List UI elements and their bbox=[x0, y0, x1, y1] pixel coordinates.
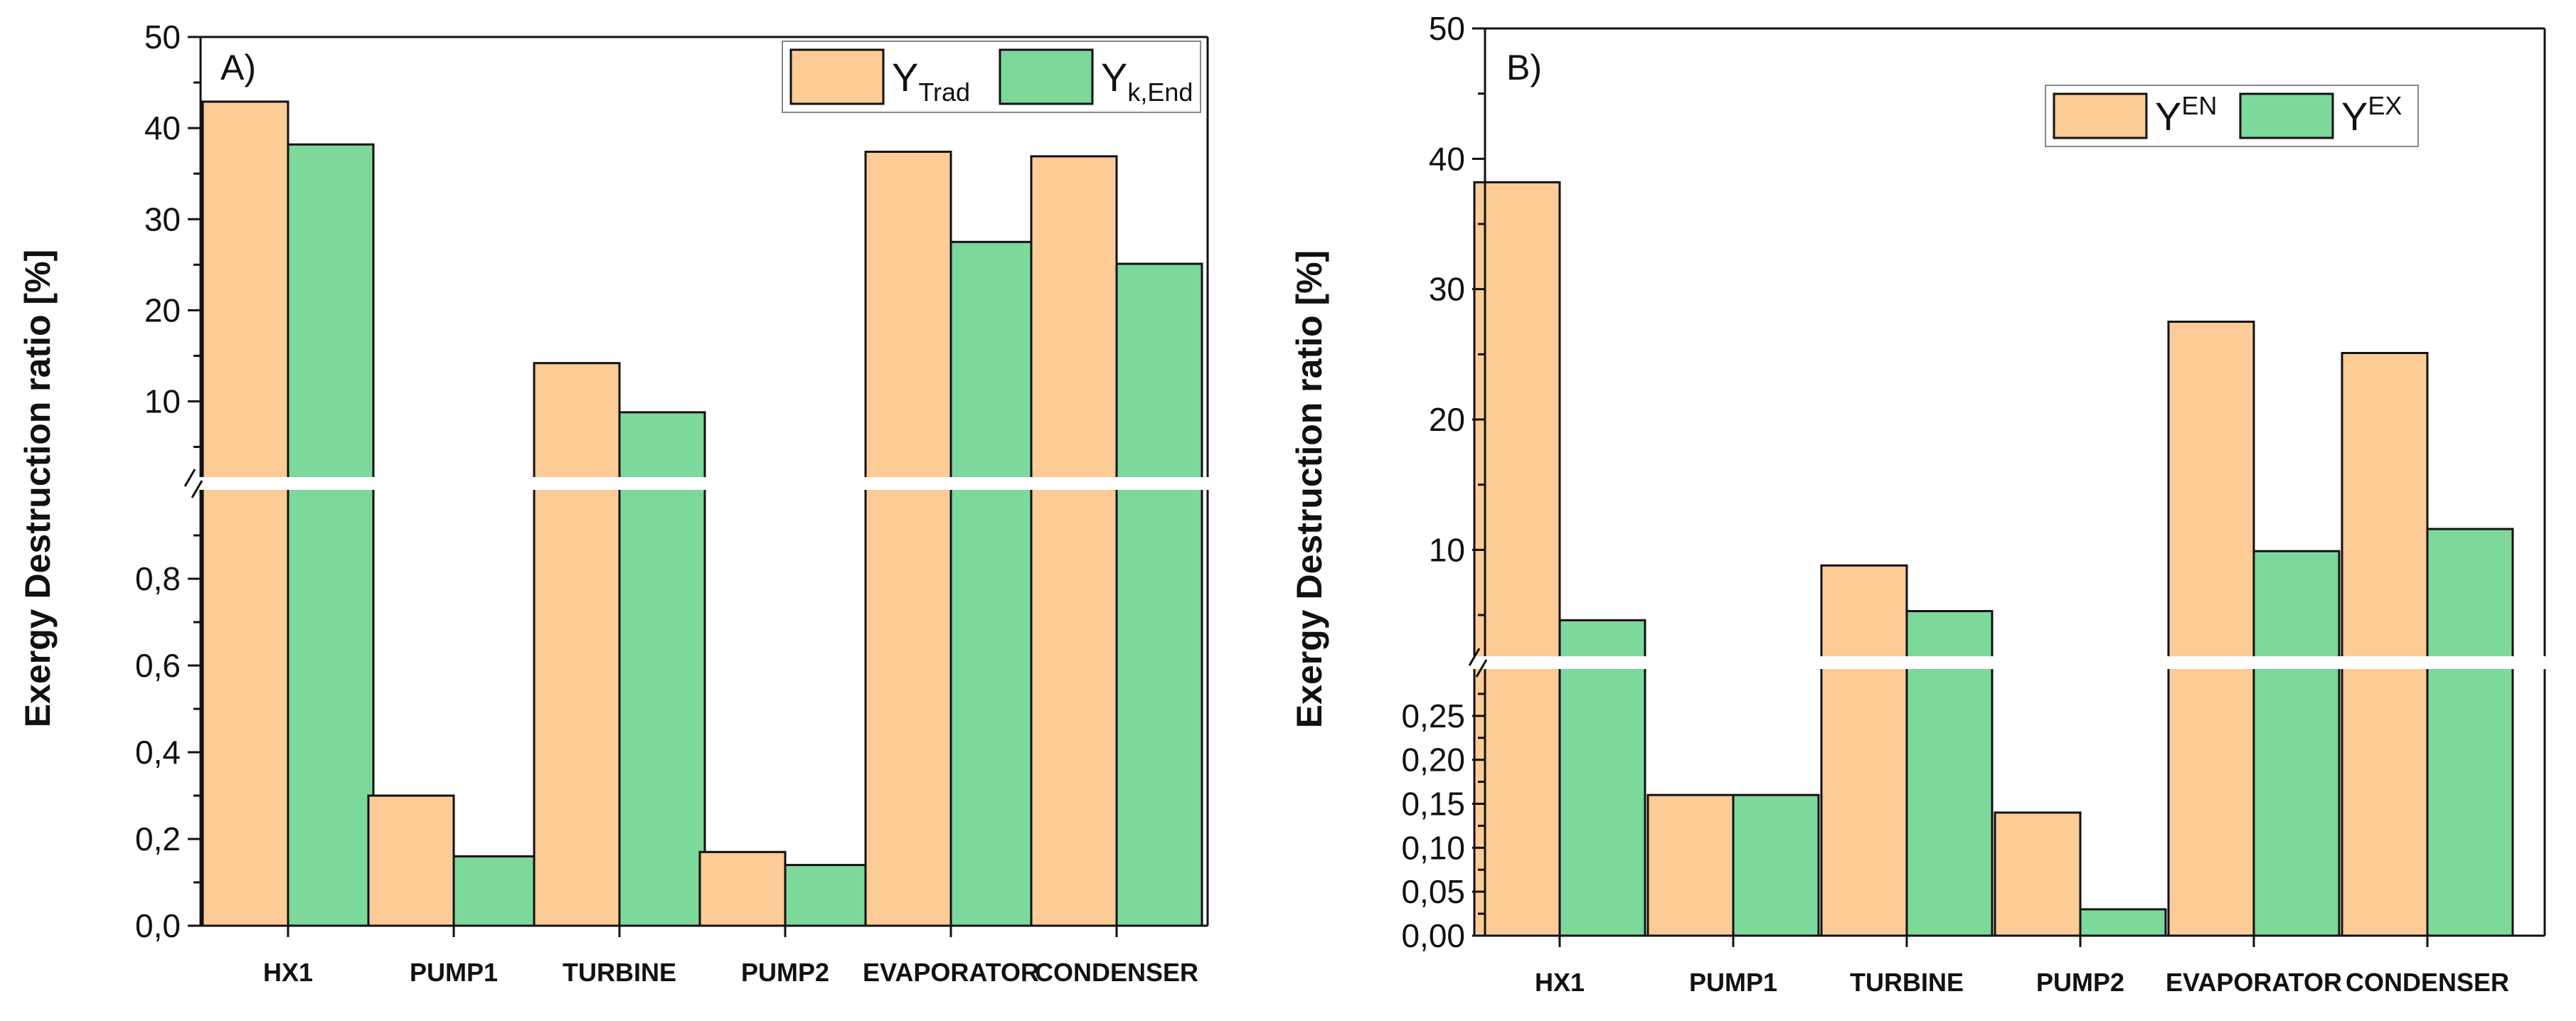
chart0-y-axis-title: Exergy Destruction ratio [%] bbox=[18, 250, 58, 727]
chart1-bar-pump2-series0 bbox=[1994, 811, 2082, 937]
chart0-legend-swatch bbox=[789, 48, 885, 105]
chart0-bar-pump2-series0 bbox=[698, 850, 787, 927]
chart1-bar-pump1-series0 bbox=[1646, 793, 1735, 937]
chart0-legend-swatch bbox=[999, 48, 1094, 105]
chart1-axis-break-mark bbox=[1468, 648, 1481, 666]
chart0-bar-evaporator-series1 bbox=[949, 240, 1038, 927]
chart0-y-tick-label-upper: 10 bbox=[144, 383, 181, 420]
chart1-legend-label: YEX bbox=[2341, 91, 2402, 139]
chart1-y-tick-label-lower: 0,15 bbox=[1401, 786, 1465, 823]
chart1-y-tick-label-lower: 0,20 bbox=[1401, 742, 1465, 779]
chart0-axis-break-band bbox=[186, 477, 1222, 490]
chart1-category-label: PUMP1 bbox=[1689, 968, 1777, 997]
chart0-category-label: HX1 bbox=[263, 958, 313, 987]
chart0-y-tick-label-lower: 0,6 bbox=[135, 647, 181, 684]
chart0-category-label: TURBINE bbox=[563, 958, 676, 987]
chart1-y-axis-title: Exergy Destruction ratio [%] bbox=[1289, 250, 1329, 728]
chart0-bar-hx1-series0 bbox=[201, 100, 289, 927]
chart1-axis-break-mark bbox=[1475, 659, 1488, 678]
chart0-legend-label: YTrad bbox=[892, 55, 970, 107]
chart1-bar-hx1-series1 bbox=[1558, 619, 1646, 937]
chart0-y-tick-label-lower: 0,4 bbox=[135, 734, 181, 771]
chart0-bar-pump1-series0 bbox=[367, 794, 455, 927]
chart0-bar-condenser-series0 bbox=[1030, 155, 1118, 927]
chart0-bar-turbine-series0 bbox=[533, 362, 621, 927]
chart1-y-tick-label-upper: 40 bbox=[1429, 140, 1465, 177]
chart1-y-tick-label-upper: 10 bbox=[1429, 531, 1465, 568]
chart1-bar-pump1-series1 bbox=[1732, 793, 1820, 937]
chart0-bar-hx1-series1 bbox=[287, 143, 375, 927]
chart1-y-tick-label-upper: 20 bbox=[1429, 401, 1465, 438]
chart1-bar-hx1-series0 bbox=[1473, 181, 1561, 937]
chart1-category-label: CONDENSER bbox=[2346, 968, 2509, 997]
chart0-y-tick-label-lower: 0,0 bbox=[135, 907, 181, 944]
chart0-axis-break-mark bbox=[183, 469, 196, 487]
chart1-bar-condenser-series0 bbox=[2341, 352, 2429, 937]
chart1-y-tick-label-upper: 30 bbox=[1429, 271, 1465, 308]
chart0-axis-break-mark bbox=[191, 480, 203, 498]
chart1-category-label: EVAPORATOR bbox=[2166, 968, 2342, 997]
chart1-legend: YEN YEX bbox=[2045, 85, 2419, 147]
chart1-y-tick-label-lower: 0,05 bbox=[1401, 873, 1465, 910]
chart0-category-label: CONDENSER bbox=[1035, 958, 1198, 987]
chart0-panel-label: A) bbox=[220, 48, 256, 87]
chart1-y-tick-label-lower: 0,00 bbox=[1401, 917, 1465, 954]
chart1-bar-evaporator-series0 bbox=[2167, 321, 2255, 937]
chart1-y-tick-label-upper: 50 bbox=[1429, 10, 1465, 47]
chart0-category-label: EVAPORATOR bbox=[863, 958, 1039, 987]
chart0-y-tick-label-upper: 50 bbox=[144, 18, 181, 55]
chart1-panel-label: B) bbox=[1506, 48, 1542, 87]
chart1-legend-swatch bbox=[2239, 92, 2334, 139]
chart1-panel: HX1 PUMP1 TURBINE PUMP2 EVAPORATOR CONDENSER 1… bbox=[1289, 10, 2559, 997]
chart1-bar-condenser-series1 bbox=[2426, 528, 2514, 937]
chart1-bar-turbine-series0 bbox=[1820, 564, 1908, 937]
chart0-bar-turbine-series1 bbox=[618, 411, 706, 927]
chart1-y-tick-label-lower: 0,10 bbox=[1401, 829, 1465, 866]
chart0-y-tick-label-upper: 20 bbox=[144, 292, 181, 328]
chart1-bar-pump2-series1 bbox=[2079, 908, 2167, 937]
chart1-category-label: PUMP2 bbox=[2036, 968, 2124, 997]
chart0-bar-evaporator-series0 bbox=[864, 150, 952, 927]
chart1-category-label: TURBINE bbox=[1850, 968, 1964, 997]
chart0-legend-label: Yk,End bbox=[1101, 55, 1193, 107]
chart1-axis-break-band bbox=[1471, 656, 2559, 669]
chart1-legend-swatch bbox=[2053, 92, 2148, 139]
chart0-bar-pump1-series1 bbox=[452, 855, 541, 927]
chart1-category-label: HX1 bbox=[1535, 968, 1585, 997]
chart0-bar-condenser-series1 bbox=[1115, 262, 1203, 927]
chart0-y-tick-label-lower: 0,8 bbox=[135, 560, 181, 597]
chart0-legend: YTrad Yk,End bbox=[782, 41, 1201, 113]
chart1-y-tick-label-lower: 0,25 bbox=[1401, 697, 1465, 734]
chart1-legend-label: YEN bbox=[2155, 91, 2217, 139]
chart0-y-tick-label-upper: 30 bbox=[144, 201, 181, 237]
chart0-category-label: PUMP2 bbox=[741, 958, 829, 987]
chart0-category-label: PUMP1 bbox=[410, 958, 498, 987]
chart0-y-tick-label-upper: 40 bbox=[144, 109, 181, 146]
chart0-bar-pump2-series1 bbox=[784, 864, 872, 927]
chart0-y-tick-label-lower: 0,2 bbox=[135, 820, 181, 857]
chart1-bar-evaporator-series1 bbox=[2252, 550, 2341, 937]
